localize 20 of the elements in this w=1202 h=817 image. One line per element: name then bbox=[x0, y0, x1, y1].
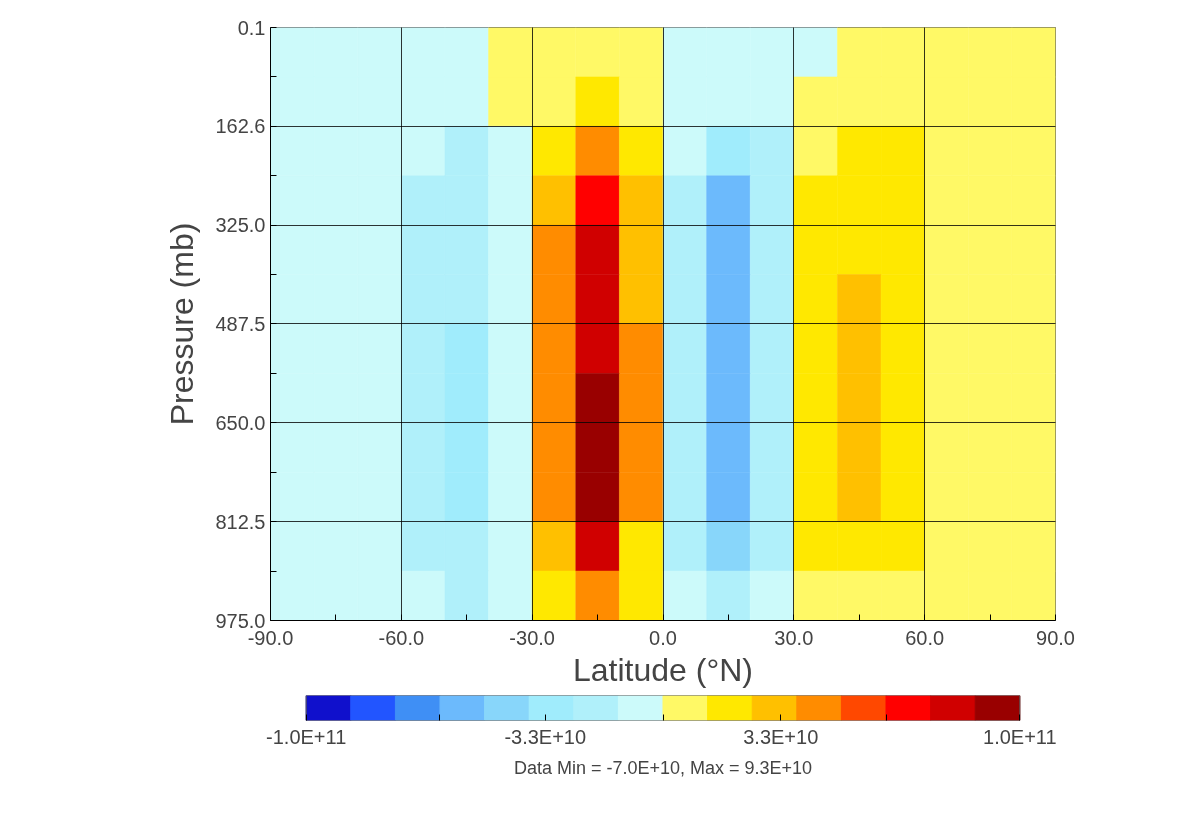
x-tick-label: -30.0 bbox=[509, 626, 555, 649]
x-tick-label: 30.0 bbox=[774, 626, 814, 649]
x-tick-label: 0.0 bbox=[649, 626, 677, 649]
color-bar-label: -3.3E+10 bbox=[504, 725, 587, 748]
x-tick-label: 60.0 bbox=[905, 626, 945, 649]
y-tick-label: 0.1 bbox=[237, 16, 266, 39]
y-tick-label: 325.0 bbox=[215, 214, 266, 237]
x-tick-label: 90.0 bbox=[1036, 626, 1075, 649]
color-bar-label: -1.0E+11 bbox=[266, 725, 347, 748]
y-tick-label: 487.5 bbox=[215, 312, 266, 335]
text: Data Min = -7.0E+10, Max = 9.3E+10 bbox=[513, 757, 813, 778]
color-bar-label: 1.0E+11 bbox=[983, 725, 1057, 748]
y-tick-label: 650.0 bbox=[215, 411, 266, 434]
y-tick-label: 975.0 bbox=[215, 609, 266, 632]
x-tick-label: -60.0 bbox=[378, 626, 425, 649]
y-axis-title: Pressure (mb) bbox=[164, 222, 201, 426]
y-tick-label: 812.5 bbox=[215, 510, 266, 533]
y-tick-label: 162.6 bbox=[215, 115, 266, 138]
color-bar-label: 3.3E+10 bbox=[743, 725, 819, 748]
x-axis-title: Latitude (°N) bbox=[573, 651, 753, 688]
